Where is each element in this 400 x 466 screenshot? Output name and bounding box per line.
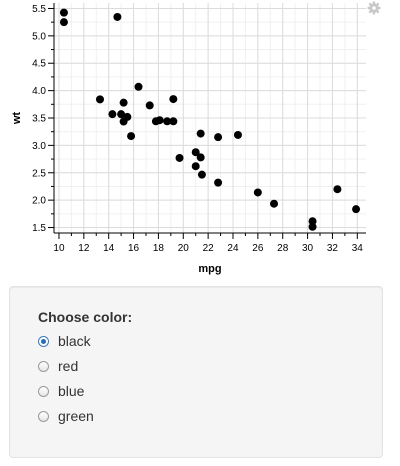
y-axis-title: wt: [11, 112, 23, 126]
radio-option-black[interactable]: black: [38, 331, 91, 351]
data-point: [127, 132, 136, 141]
radio-label-black: black: [58, 333, 91, 349]
radio-button-black[interactable]: [38, 335, 49, 347]
scatter-chart: 10 12 14 16 18 20 22 24 26 28 30 32 34 1.5 2.0 2.5 3.0 3.…: [11, 1, 381, 275]
data-point: [308, 222, 317, 231]
gear-icon[interactable]: [367, 1, 381, 15]
radio-option-blue[interactable]: blue: [38, 381, 84, 401]
data-point: [134, 82, 143, 91]
radio-label-red: red: [58, 358, 79, 374]
data-point: [113, 12, 122, 21]
x-tick-label: 32: [327, 243, 339, 254]
data-point: [175, 153, 184, 162]
x-tick-label: 34: [352, 243, 364, 254]
data-point: [117, 110, 126, 119]
data-point: [233, 130, 242, 139]
data-point: [163, 117, 172, 126]
data-point: [191, 148, 200, 157]
chart-canvas: 10 12 14 16 18 20 22 24 26 28 30 32 34 1.5 2.0 2.5 3.0 3.…: [11, 3, 366, 275]
radio-button-red[interactable]: [38, 360, 49, 372]
data-point: [119, 117, 128, 126]
data-point: [196, 129, 205, 138]
y-tick-label: 2.5: [32, 168, 46, 179]
x-tick-label: 22: [203, 243, 215, 254]
data-point: [308, 217, 317, 226]
data-point: [169, 95, 178, 104]
x-tick-label: 24: [227, 243, 239, 254]
data-point: [95, 95, 104, 104]
controls-panel: Choose color: black red blue green: [9, 286, 383, 458]
data-point: [352, 205, 361, 214]
data-point: [214, 178, 223, 187]
y-tick-label: 4.5: [32, 59, 46, 70]
x-tick-label: 14: [103, 243, 115, 254]
data-point: [191, 162, 200, 171]
data-point: [214, 133, 223, 142]
radio-button-green[interactable]: [38, 410, 49, 422]
y-tick-label: 3.5: [32, 114, 46, 125]
data-point: [253, 188, 262, 197]
axes: 10 12 14 16 18 20 22 24 26 28 30 32 34 1.5 2.0 2.5 3.0 3.…: [32, 3, 366, 254]
data-point: [119, 98, 128, 107]
x-tick-label: 10: [53, 243, 65, 254]
data-point: [169, 117, 178, 126]
data-point: [197, 170, 206, 179]
data-point: [59, 8, 68, 17]
x-tick-label: 12: [78, 243, 90, 254]
x-tick-label: 26: [252, 243, 264, 254]
x-axis-title: mpg: [198, 263, 221, 275]
data-point: [108, 110, 117, 119]
radio-option-red[interactable]: red: [38, 356, 78, 376]
data-point: [145, 101, 154, 110]
data-points: [59, 8, 361, 231]
data-point: [151, 117, 160, 126]
x-tick-label: 20: [178, 243, 190, 254]
grid: [54, 3, 366, 233]
y-tick-label: 5.0: [32, 31, 46, 42]
y-tick-label: 5.5: [32, 4, 46, 15]
data-point: [59, 18, 68, 27]
data-point: [270, 199, 279, 208]
x-tick-label: 16: [128, 243, 140, 254]
data-point: [333, 185, 342, 194]
data-point: [196, 153, 205, 162]
x-tick-label: 28: [277, 243, 289, 254]
y-tick-label: 4.0: [32, 86, 46, 97]
radio-button-blue[interactable]: [38, 385, 49, 397]
x-tick-label: 30: [302, 243, 314, 254]
radio-label-blue: blue: [58, 383, 85, 399]
radio-option-green[interactable]: green: [38, 406, 94, 426]
choose-color-label: Choose color:: [38, 309, 133, 325]
y-tick-label: 1.5: [32, 223, 46, 234]
x-tick-label: 18: [153, 243, 165, 254]
y-tick-label: 3.0: [32, 141, 46, 152]
radio-label-green: green: [58, 408, 94, 424]
y-tick-label: 2.0: [32, 196, 46, 207]
